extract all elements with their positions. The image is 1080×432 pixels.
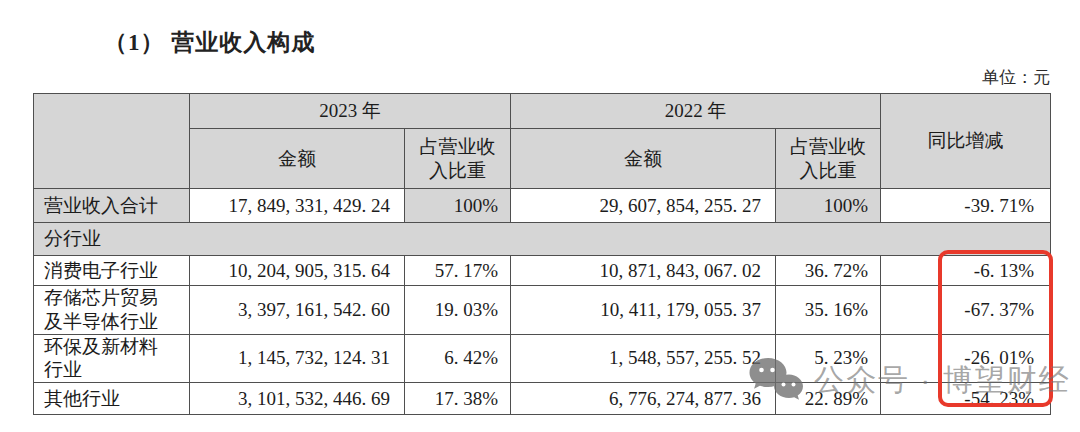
industry-label: 其他行业 <box>34 383 190 415</box>
report-page: （1） 营业收入构成 单位：元 2023 年 2022 年 同比增减 金额 占营… <box>0 0 1080 432</box>
industry-amount-2023: 3, 397, 161, 542. 60 <box>190 286 405 335</box>
industry-share-2023: 17. 38% <box>405 383 511 415</box>
industry-label: 消费电子行业 <box>34 256 190 286</box>
industry-share-2022: 36. 72% <box>776 256 881 286</box>
table-row: 消费电子行业 10, 204, 905, 315. 64 57. 17% 10,… <box>34 256 1051 286</box>
industry-share-2023: 19. 03% <box>405 286 511 335</box>
table-row: 存储芯片贸易 及半导体行业 3, 397, 161, 542. 60 19. 0… <box>34 286 1051 335</box>
industry-yoy: -67. 37% <box>881 286 1051 335</box>
unit-label: 单位：元 <box>982 66 1050 89</box>
industry-yoy: -54. 23% <box>881 383 1051 415</box>
industry-amount-2023: 10, 204, 905, 315. 64 <box>190 256 405 286</box>
header-year-2022: 2022 年 <box>511 94 881 129</box>
table-row: 环保及新材料 行业 1, 145, 732, 124. 31 6. 42% 1,… <box>34 334 1051 383</box>
total-amount-2022: 29, 607, 854, 255. 27 <box>511 189 776 223</box>
header-row-years: 2023 年 2022 年 同比增减 <box>34 94 1051 129</box>
header-yoy: 同比增减 <box>881 94 1051 189</box>
header-share-2022: 占营业收 入比重 <box>776 129 881 189</box>
total-share-2023: 100% <box>405 189 511 223</box>
industry-share-2022: 22. 89% <box>776 383 881 415</box>
total-label: 营业收入合计 <box>34 189 190 223</box>
industry-share-2023: 6. 42% <box>405 334 511 383</box>
header-empty-cell <box>34 94 190 189</box>
industry-share-2022: 5. 23% <box>776 334 881 383</box>
industry-yoy: -26. 01% <box>881 334 1051 383</box>
revenue-composition-table: 2023 年 2022 年 同比增减 金额 占营业收 入比重 金额 占营业收 入… <box>33 93 1051 415</box>
industry-amount-2022: 6, 776, 274, 877. 36 <box>511 383 776 415</box>
industry-yoy: -6. 13% <box>881 256 1051 286</box>
industry-share-2022: 35. 16% <box>776 286 881 335</box>
total-yoy: -39. 71% <box>881 189 1051 223</box>
page-title: （1） 营业收入构成 <box>104 27 315 58</box>
header-amount-2022: 金额 <box>511 129 776 189</box>
total-share-2022: 100% <box>776 189 881 223</box>
header-year-2023: 2023 年 <box>190 94 511 129</box>
total-amount-2023: 17, 849, 331, 429. 24 <box>190 189 405 223</box>
industry-amount-2023: 1, 145, 732, 124. 31 <box>190 334 405 383</box>
section-label: 分行业 <box>34 223 1051 256</box>
industry-amount-2022: 1, 548, 557, 255. 52 <box>511 334 776 383</box>
table-row-total: 营业收入合计 17, 849, 331, 429. 24 100% 29, 60… <box>34 189 1051 223</box>
industry-label: 环保及新材料 行业 <box>34 334 190 383</box>
header-amount-2023: 金额 <box>190 129 405 189</box>
industry-amount-2022: 10, 871, 843, 067. 02 <box>511 256 776 286</box>
industry-label: 存储芯片贸易 及半导体行业 <box>34 286 190 335</box>
industry-amount-2022: 10, 411, 179, 055. 37 <box>511 286 776 335</box>
table-row-section: 分行业 <box>34 223 1051 256</box>
industry-amount-2023: 3, 101, 532, 446. 69 <box>190 383 405 415</box>
header-share-2023: 占营业收 入比重 <box>405 129 511 189</box>
table-row: 其他行业 3, 101, 532, 446. 69 17. 38% 6, 776… <box>34 383 1051 415</box>
industry-share-2023: 57. 17% <box>405 256 511 286</box>
